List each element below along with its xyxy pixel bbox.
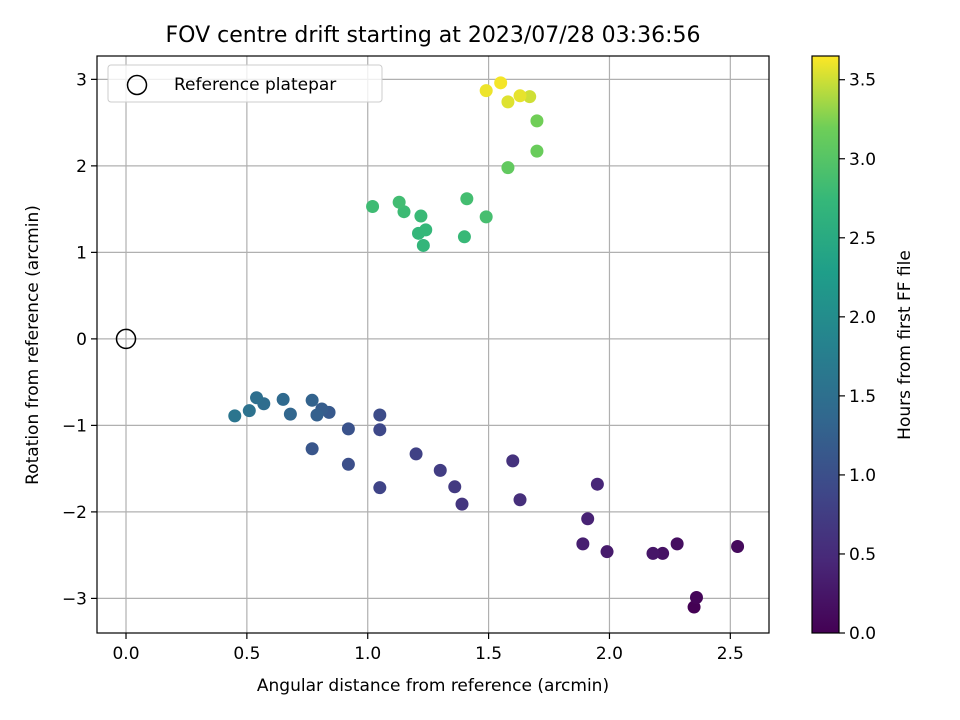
data-point (460, 192, 474, 206)
data-point (576, 537, 590, 551)
data-point (656, 546, 670, 560)
data-point (409, 447, 423, 461)
x-tick-label: 2.0 (596, 644, 623, 664)
data-point (392, 195, 406, 209)
data-point (341, 457, 355, 471)
colorbar-tick-label: 0.5 (849, 545, 876, 565)
y-tick-label: −2 (62, 503, 87, 523)
data-point (506, 454, 520, 468)
data-point (590, 477, 604, 491)
legend: Reference platepar (107, 64, 383, 103)
colorbar-tick-label: 3.5 (849, 71, 876, 91)
chart-title: FOV centre drift starting at 2023/07/28 … (166, 23, 701, 48)
y-tick-label: −3 (62, 589, 87, 609)
data-point (513, 89, 527, 103)
data-point (455, 497, 469, 511)
data-point (419, 223, 433, 237)
data-point (501, 95, 515, 109)
axis-ticks: 0.0 0.5 1.0 1.5 2.0 2.5 −3 −2 −1 0 1 2 3 (62, 70, 744, 664)
data-point (305, 393, 319, 407)
colorbar-gradient (812, 56, 839, 633)
x-tick-label: 0.5 (233, 644, 260, 664)
data-point (457, 230, 471, 244)
data-point (501, 161, 515, 175)
reference-point (115, 328, 137, 350)
y-tick-label: −1 (62, 416, 87, 436)
data-point (242, 404, 256, 418)
legend-reference-marker (126, 74, 148, 96)
data-point (283, 407, 297, 421)
data-point (479, 84, 493, 98)
colorbar-tick-label: 3.0 (849, 150, 876, 170)
data-point (414, 209, 428, 223)
plot-frame (96, 55, 770, 634)
colorbar-tick-label: 2.0 (849, 308, 876, 328)
data-points (228, 76, 745, 614)
data-point (646, 546, 660, 560)
colorbar-label: Hours from first FF file (895, 250, 915, 440)
data-point (530, 114, 544, 128)
data-point (366, 200, 380, 214)
colorbar-tick-label: 1.0 (849, 466, 876, 486)
y-tick-label: 3 (76, 70, 87, 90)
data-point (479, 210, 493, 224)
data-point (373, 423, 387, 437)
colorbar: 0.0 0.5 1.0 1.5 2.0 2.5 3.0 3.5 Hours from firs… (811, 55, 915, 644)
data-point (689, 591, 703, 605)
data-point (600, 545, 614, 559)
data-point (250, 391, 264, 405)
x-tick-label: 2.5 (717, 644, 744, 664)
y-tick-label: 0 (76, 330, 87, 350)
data-point (731, 539, 745, 553)
data-point (494, 76, 508, 90)
x-tick-label: 1.5 (475, 644, 502, 664)
y-tick-label: 1 (76, 243, 87, 263)
legend-box (107, 64, 383, 103)
colorbar-tick-label: 2.5 (849, 229, 876, 249)
legend-label: Reference platepar (174, 75, 336, 95)
grid-lines (97, 56, 769, 633)
colorbar-ticks: 0.0 0.5 1.0 1.5 2.0 2.5 3.0 3.5 (839, 71, 876, 644)
data-point (523, 90, 537, 104)
data-point (373, 481, 387, 495)
data-point (416, 238, 430, 252)
data-point (448, 480, 462, 494)
reference-marker-layer (115, 328, 137, 350)
data-point (670, 537, 684, 551)
data-point (513, 493, 527, 507)
data-point (373, 408, 387, 422)
data-point (228, 409, 242, 423)
data-point (433, 463, 447, 477)
colorbar-tick-label: 1.5 (849, 387, 876, 407)
data-point (276, 392, 290, 406)
x-tick-label: 1.0 (354, 644, 381, 664)
data-point (310, 408, 324, 422)
colorbar-frame (811, 55, 840, 634)
x-tick-label: 0.0 (112, 644, 139, 664)
colorbar-tick-label: 0.0 (849, 624, 876, 644)
data-point (581, 512, 595, 526)
y-axis-label: Rotation from reference (arcmin) (23, 205, 43, 485)
data-point (305, 442, 319, 456)
y-tick-label: 2 (76, 157, 87, 177)
data-point (530, 144, 544, 158)
x-axis-label: Angular distance from reference (arcmin) (257, 676, 609, 696)
data-point (341, 422, 355, 436)
